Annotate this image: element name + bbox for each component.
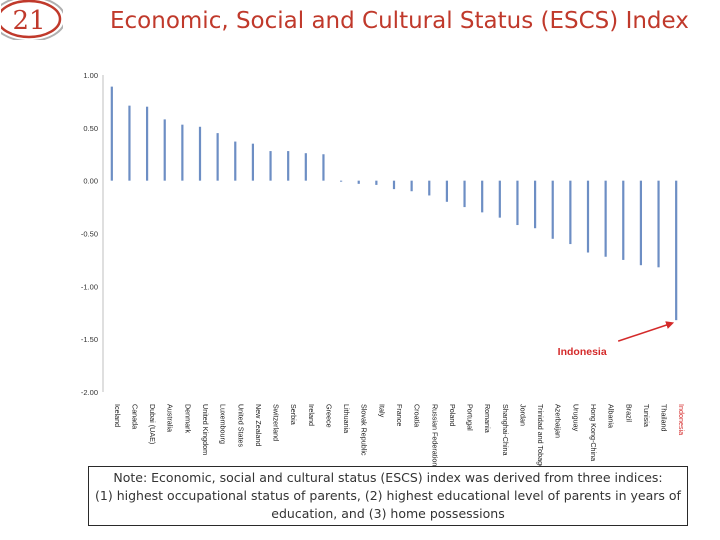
category-label: Hong Kong-China xyxy=(589,404,598,461)
category-label: Australia xyxy=(166,404,175,432)
bar-united-kingdom xyxy=(198,126,202,181)
category-label: Brazil xyxy=(624,404,633,422)
category-label: Denmark xyxy=(183,404,192,434)
category-label: Portugal xyxy=(466,404,475,431)
category-label: New Zealand xyxy=(254,404,263,446)
slide-number-badge: 21 xyxy=(1,0,63,40)
category-label: Lithuania xyxy=(342,404,351,433)
category-label: Indonesia xyxy=(677,404,686,435)
category-label: Croatia xyxy=(413,404,422,427)
category-label: Tunisia xyxy=(642,404,651,427)
category-label: Azerbaijan xyxy=(554,404,563,438)
category-label: United Kingdom xyxy=(201,404,210,455)
note-line-1: Note: Economic, social and cultural stat… xyxy=(113,470,663,485)
bar-australia xyxy=(163,119,166,181)
bar-lithuania xyxy=(339,180,343,182)
bar-brazil xyxy=(622,180,625,260)
bar-luxembourg xyxy=(216,133,219,181)
category-label: France xyxy=(395,404,404,426)
bar-trinidad-and-tobago xyxy=(533,180,537,229)
bar-denmark xyxy=(181,124,184,181)
bar-thailand xyxy=(657,180,660,268)
bar-canada xyxy=(128,105,131,181)
bar-united-states xyxy=(234,141,237,181)
bar-albania xyxy=(604,180,607,257)
y-tick-label: 1.00 xyxy=(83,71,98,80)
bar-uruguay xyxy=(569,180,572,245)
bar-greece xyxy=(322,154,325,181)
category-label: Luxembourg xyxy=(219,404,228,444)
category-label: Uruguay xyxy=(571,404,580,432)
bar-indonesia xyxy=(675,180,678,321)
bar-italy xyxy=(375,180,378,185)
y-tick-label: -0.50 xyxy=(81,230,98,239)
bar-shanghai-china xyxy=(498,180,501,218)
note-line-2: (1) highest occupational status of paren… xyxy=(95,488,681,503)
y-tick-label: -1.00 xyxy=(81,282,98,291)
bar-portugal xyxy=(463,180,466,208)
note-box: Note: Economic, social and cultural stat… xyxy=(88,466,688,526)
slide-number: 21 xyxy=(12,6,45,36)
slide-title: Economic, Social and Cultural Status (ES… xyxy=(110,8,689,34)
annotation-arrow xyxy=(617,321,675,342)
bar-romania xyxy=(481,180,484,213)
category-label: Serbia xyxy=(289,404,298,425)
y-tick-label: 0.00 xyxy=(83,177,98,186)
category-label: Jordan xyxy=(518,404,527,426)
category-label: Thailand xyxy=(660,404,669,432)
bar-france xyxy=(392,180,396,190)
category-label: Shanghai-China xyxy=(501,404,510,456)
category-label: Iceland xyxy=(113,404,122,427)
category-label: Slovak Republic xyxy=(360,404,369,456)
y-tick-label: 0.50 xyxy=(83,124,98,133)
bar-hong-kong-china xyxy=(586,180,590,253)
note-line-3: education, and (3) home possessions xyxy=(271,506,505,521)
category-label: Ireland xyxy=(307,404,316,426)
category-label: Romania xyxy=(483,404,492,433)
bar-croatia xyxy=(410,180,413,192)
category-label: Trinidad and Tobago xyxy=(536,404,545,469)
category-label: Albania xyxy=(607,404,616,428)
bar-tunisia xyxy=(639,180,643,266)
category-label: Dubai (UAE) xyxy=(148,404,157,444)
bar-ireland xyxy=(304,153,307,181)
bar-slovak-republic xyxy=(357,180,360,184)
y-tick-label: -1.50 xyxy=(81,335,98,344)
y-tick-label: -2.00 xyxy=(81,388,98,397)
bar-dubai-uae- xyxy=(145,106,149,181)
category-label: Italy xyxy=(377,404,386,418)
annotation-label: Indonesia xyxy=(558,346,607,358)
bar-new-zealand xyxy=(251,143,255,181)
category-label: Canada xyxy=(130,404,139,429)
bar-russian-federation xyxy=(428,180,431,196)
bar-poland xyxy=(445,180,449,202)
bar-azerbaijan xyxy=(551,180,554,239)
bar-jordan xyxy=(516,180,519,226)
bar-switzerland xyxy=(269,151,272,181)
category-label: United States xyxy=(236,404,245,448)
bar-serbia xyxy=(287,151,290,181)
category-label: Russian Federation xyxy=(430,404,439,466)
bar-iceland xyxy=(110,86,113,181)
category-label: Poland xyxy=(448,404,457,426)
category-label: Greece xyxy=(324,404,333,428)
category-label: Switzerland xyxy=(272,404,281,441)
